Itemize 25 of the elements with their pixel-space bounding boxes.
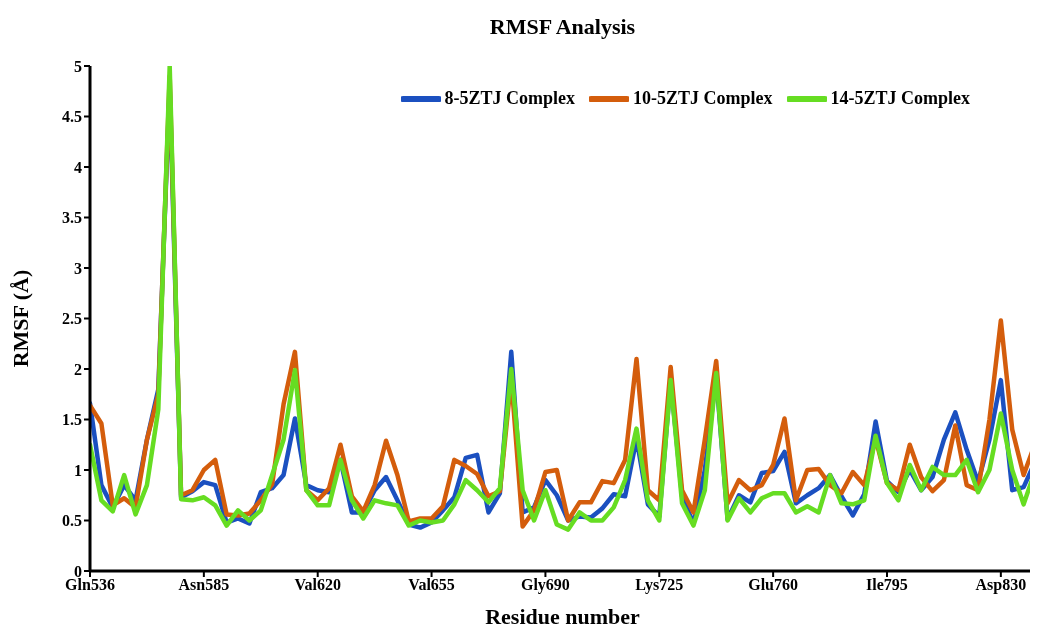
x-tick-label: Asn585 xyxy=(178,576,230,594)
y-tick-label: 0.5 xyxy=(62,512,82,530)
x-tick-label: Gln536 xyxy=(65,576,115,594)
y-tick-label: 1 xyxy=(74,461,82,479)
y-tick-label: 4 xyxy=(74,158,82,176)
legend-label: 8-5ZTJ Complex xyxy=(444,88,575,109)
y-tick-label: 3 xyxy=(74,259,82,277)
legend-label: 10-5ZTJ Complex xyxy=(633,88,773,109)
x-tick-label: Gly690 xyxy=(520,576,570,595)
chart-title: RMSF Analysis xyxy=(488,14,637,40)
x-tick-label: Lys725 xyxy=(635,576,684,595)
x-axis-title: Residue number xyxy=(485,604,641,629)
y-tick-label: 3.5 xyxy=(62,209,82,227)
x-tick-label: Asp830 xyxy=(975,576,1027,595)
y-tick-label: 5 xyxy=(74,57,82,75)
y-tick-label: 2 xyxy=(74,360,82,378)
y-tick-label: 2.5 xyxy=(62,310,82,328)
y-axis-title: RMSF (Å) xyxy=(7,269,33,368)
x-tick-label: Ile795 xyxy=(866,576,908,594)
y-tick-label: 4.5 xyxy=(62,108,82,126)
x-tick-label: Glu760 xyxy=(748,576,799,594)
legend-label: 14-5ZTJ Complex xyxy=(830,88,970,109)
y-tick-label: 1.5 xyxy=(62,411,82,429)
x-tick-label: Val655 xyxy=(408,576,455,594)
x-tick-label: Val620 xyxy=(294,576,341,594)
